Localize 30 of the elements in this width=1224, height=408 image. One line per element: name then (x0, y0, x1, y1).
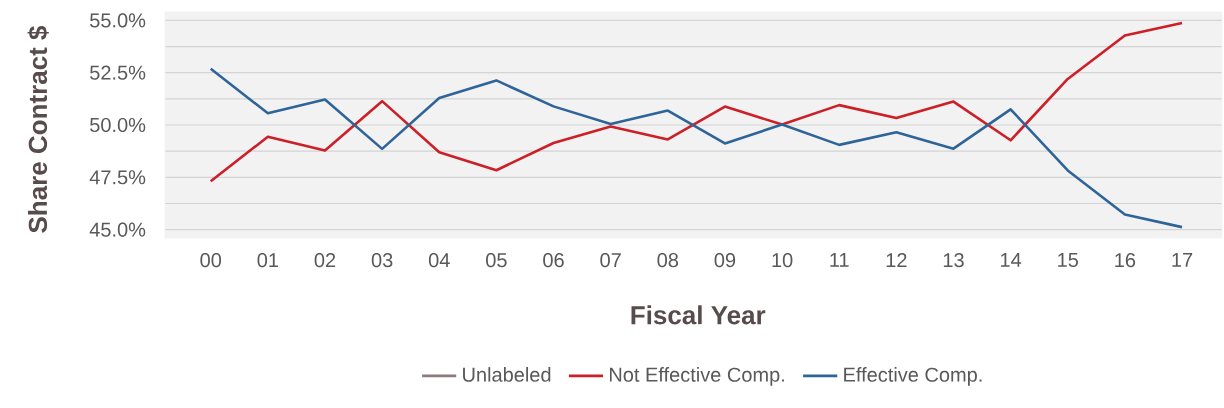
x-tick-label: 16 (1115, 253, 1136, 268)
x-tick-label: 17 (1172, 253, 1193, 267)
legend-label: Unlabeled (463, 367, 551, 382)
legend-label: Effective Comp. (844, 367, 982, 386)
x-tick-label: 09 (714, 253, 736, 268)
x-tick-label: 11 (830, 253, 849, 267)
line-series (209, 67, 1184, 229)
x-tick-label: 04 (428, 253, 450, 268)
y-tick-label: 52.5% (90, 65, 146, 80)
x-tick-label: 06 (543, 253, 564, 268)
x-tick-label: 14 (1001, 253, 1022, 267)
y-tick-label: 45.0% (89, 222, 146, 237)
legend-label: Not Effective Comp. (609, 367, 784, 386)
line-series (209, 21, 1184, 183)
x-tick-label: 08 (657, 253, 679, 268)
x-tick-label: 13 (943, 253, 964, 268)
x-tick-label: 03 (371, 253, 393, 268)
y-tick-label: 55.0% (90, 13, 146, 28)
x-tick-label: 00 (200, 253, 222, 268)
x-axis-title: Fiscal Year (631, 305, 766, 325)
x-tick-label: 02 (314, 253, 336, 268)
x-tick-label: 15 (1058, 253, 1079, 268)
y-tick-label: 47.5% (89, 170, 146, 185)
y-axis-title: Share Contract $ (27, 25, 49, 233)
x-tick-label: 10 (772, 253, 793, 268)
x-tick-label: 07 (600, 253, 621, 268)
y-tick-label: 50.0% (90, 117, 146, 133)
x-tick-label: 01 (257, 253, 279, 268)
x-tick-label: 05 (486, 253, 507, 268)
x-tick-label: 12 (886, 253, 907, 268)
